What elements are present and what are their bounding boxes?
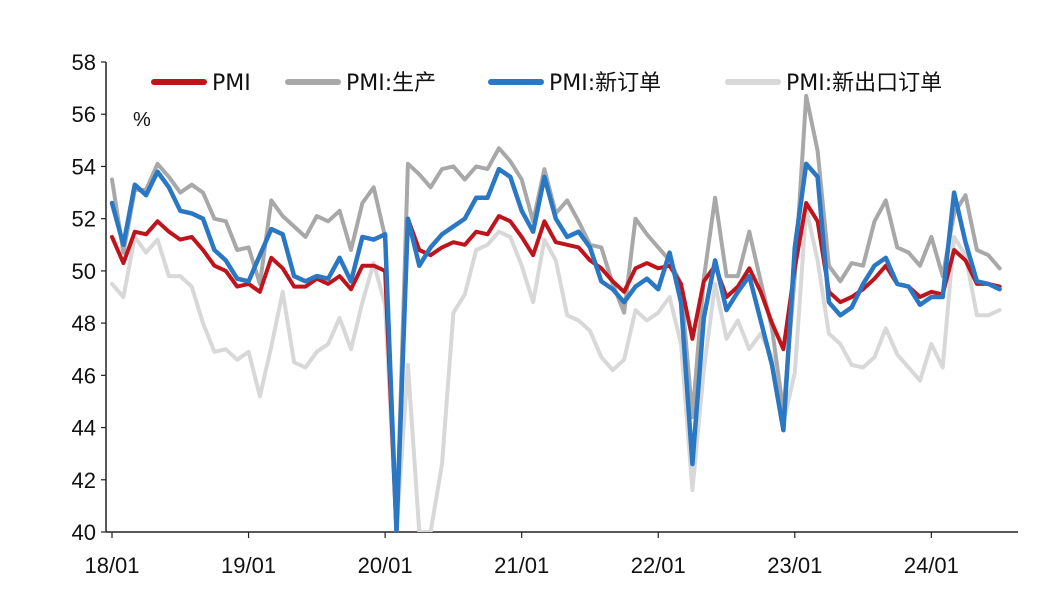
- legend-label: PMI:新出口订单: [786, 71, 942, 96]
- y-tick-label: 50: [72, 259, 96, 284]
- legend-label: PMI: [212, 71, 251, 96]
- y-tick-label: 48: [72, 311, 96, 336]
- series-line-pmi-production: [110, 93, 1002, 532]
- y-tick-label: 46: [72, 363, 96, 388]
- x-tick-label: 19/01: [221, 553, 276, 578]
- legend: PMI PMI:生产 PMI:新订单 PMI:新出口订单: [151, 71, 942, 96]
- y-tick-label: 44: [72, 416, 96, 441]
- x-axis-ticks: 18/01 19/01 20/01 21/01 22/01 23/01 24/01: [84, 532, 959, 578]
- y-tick-label: 42: [72, 468, 96, 493]
- legend-label: PMI:生产: [346, 71, 436, 96]
- x-tick-label: 23/01: [767, 553, 822, 578]
- series-layer: [109, 93, 1002, 532]
- y-axis-ticks: 40 42 44 46 48 50 52 54 56 58: [72, 50, 106, 545]
- x-tick-label: 18/01: [84, 553, 139, 578]
- x-tick-label: 22/01: [631, 553, 686, 578]
- y-tick-label: 40: [72, 520, 96, 545]
- y-tick-label: 52: [72, 207, 96, 232]
- y-axis-unit-label: %: [133, 109, 151, 131]
- x-tick-label: 21/01: [494, 553, 549, 578]
- y-tick-label: 58: [72, 50, 96, 75]
- series-line-pmi: [110, 201, 1002, 532]
- y-tick-label: 54: [72, 154, 96, 179]
- x-tick-label: 24/01: [904, 553, 959, 578]
- y-tick-label: 56: [72, 102, 96, 127]
- x-tick-label: 20/01: [358, 553, 413, 578]
- series-line-pmi-new-orders: [109, 161, 1002, 532]
- legend-label: PMI:新订单: [549, 71, 661, 96]
- series-line-pmi-new-export-orders: [110, 206, 1002, 532]
